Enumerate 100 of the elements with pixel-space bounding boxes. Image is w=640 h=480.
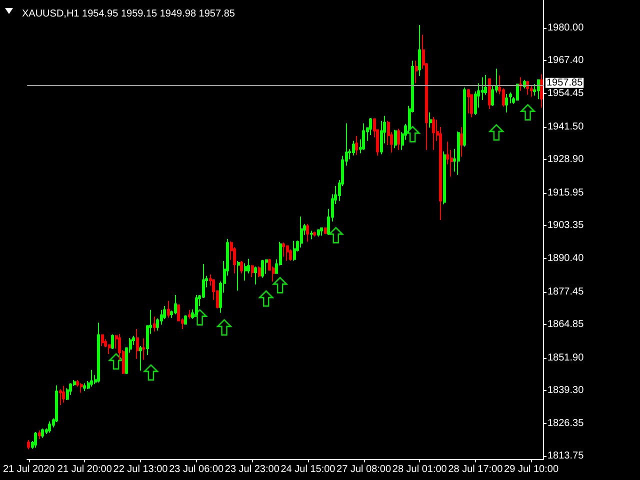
point (328, 227, 344, 244)
candlestick (530, 84, 533, 98)
y-tick-label: 1954.45 (548, 88, 584, 100)
point (258, 290, 274, 307)
candlestick (38, 430, 41, 440)
candlestick (184, 314, 187, 325)
candlestick (265, 258, 268, 274)
y-tick-label: 1864.85 (548, 318, 584, 330)
x-tick-label: 28 Jul 01:00 (392, 464, 448, 475)
candlestick (282, 242, 285, 258)
candlestick (240, 260, 243, 274)
x-tick-label: 22 Jul 13:00 (113, 464, 168, 475)
candlestick (320, 227, 323, 236)
candlestick (509, 92, 512, 104)
y-tick-label: 1813.75 (548, 450, 584, 462)
candlestick (153, 316, 156, 332)
point (272, 277, 288, 294)
candlestick (526, 80, 529, 96)
point (144, 364, 158, 381)
candlestick (41, 428, 44, 438)
candlestick (313, 231, 316, 237)
candlestick (244, 262, 247, 282)
candlestick (537, 78, 540, 100)
candlestick (66, 388, 69, 401)
candlestick (142, 338, 145, 360)
candlestick (261, 259, 264, 278)
y-tick-label: 1839.30 (548, 384, 584, 396)
x-tick-label: 24 Jul 15:00 (280, 464, 336, 475)
point (108, 353, 124, 370)
candlestick (352, 140, 355, 156)
candlestick (460, 126, 463, 158)
point (192, 309, 207, 326)
candlestick (488, 78, 491, 110)
candlestick (34, 431, 37, 448)
candlestick (355, 136, 358, 156)
candlestick (432, 116, 435, 150)
candlestick (139, 345, 142, 372)
candlestick (467, 88, 470, 114)
candlestick (80, 382, 83, 394)
candlestick (174, 294, 177, 315)
candlestick (286, 244, 289, 262)
x-tick-label: 28 Jul 17:00 (448, 464, 504, 475)
point (520, 104, 535, 120)
candlestick (443, 150, 446, 205)
candlestick (397, 128, 400, 150)
candlestick (188, 309, 191, 320)
y-tick-label: 1967.40 (548, 54, 584, 66)
candlestick (415, 60, 418, 84)
x-tick-label: 21 Jul 20:00 (57, 464, 112, 475)
candlestick (306, 223, 309, 242)
candlestick (258, 266, 261, 278)
y-tick-label: 1826.35 (548, 418, 584, 430)
candlestick (317, 228, 320, 237)
candlestick (300, 216, 303, 248)
candlestick (505, 94, 508, 113)
candlestick (310, 230, 313, 240)
candlestick (293, 240, 296, 262)
candlestick (457, 131, 460, 176)
candlestick (48, 420, 51, 434)
candlestick (533, 83, 536, 96)
ref-line-label: 1957.85 (546, 77, 584, 88)
candlestick (254, 266, 257, 285)
candlestick (59, 388, 62, 406)
candlestick (463, 87, 466, 148)
candlestick (111, 334, 114, 350)
y-tick-label: 1903.35 (548, 220, 584, 231)
y-tick-label: 1851.90 (548, 352, 584, 364)
x-tick-label: 23 Jul 06:00 (169, 464, 224, 475)
candlestick (394, 129, 397, 149)
candlestick (101, 334, 104, 346)
candlestick (380, 120, 383, 155)
point (489, 124, 504, 141)
x-tick-label: 29 Jul 10:00 (504, 464, 559, 475)
point (217, 319, 232, 336)
y-tick-label: 1877.45 (548, 286, 584, 298)
candlestick (83, 382, 86, 392)
y-tick-label: 1941.50 (548, 121, 584, 132)
candlestick (27, 439, 30, 450)
candlestick (97, 322, 100, 384)
y-tick-label: 1980.00 (548, 22, 584, 34)
candlestick (516, 83, 519, 101)
candlestick (167, 300, 170, 318)
candlestick (324, 227, 327, 234)
point (406, 126, 420, 142)
text: XAUUSD,H1 1954.95 1959.15 1949.98 1957.85 (22, 8, 236, 20)
x-tick-label: 21 Jul 2020 (2, 464, 56, 475)
candlestick (90, 369, 93, 388)
candlestick (237, 260, 240, 292)
candlestick (540, 74, 543, 108)
candlestick (136, 328, 139, 360)
candlestick (362, 122, 365, 150)
candlestick (418, 24, 421, 76)
candlestick (195, 294, 198, 316)
x-tick-label: 27 Jul 08:00 (336, 464, 392, 475)
candlestick (429, 112, 432, 128)
y-tick-label: 1890.40 (548, 253, 584, 264)
candlestick (251, 264, 254, 278)
candlestick (289, 248, 292, 262)
candlestick (62, 385, 65, 404)
y-tick-label: 1928.90 (548, 154, 584, 165)
